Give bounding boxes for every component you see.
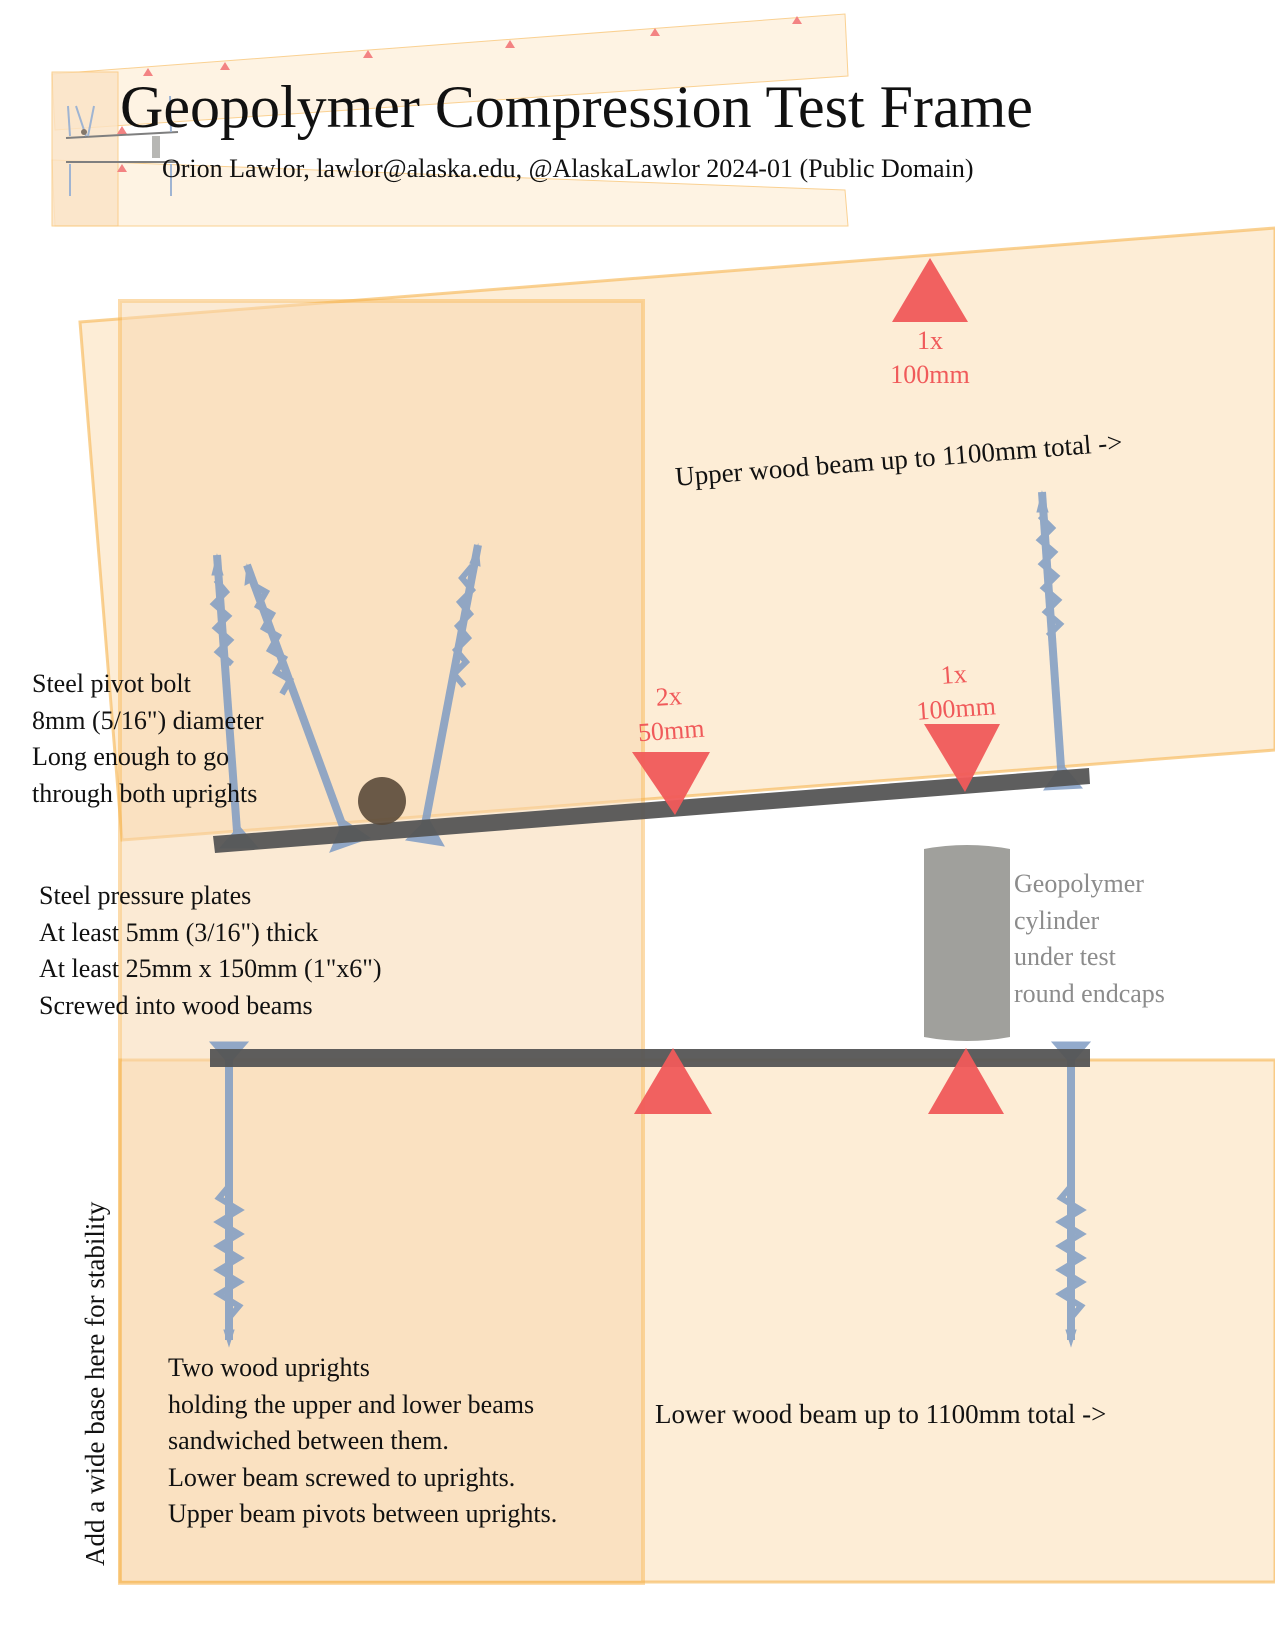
note-line: sandwiched between them. [168,1426,449,1455]
load-count: 1x [917,326,943,355]
note-line: holding the upper and lower beams [168,1389,535,1419]
load-arrow-down-icon [924,724,1000,792]
upper-steel-plate [213,768,1090,853]
note-line: through both uprights [32,778,258,808]
page-title: Geopolymer Compression Test Frame [120,74,1033,140]
load-distance: 50mm [636,713,706,748]
note-line: cylinder [1014,905,1100,935]
load-label-right: 1x 100mm [903,655,1007,730]
load-arrows [632,258,1004,1114]
pressure-plates-note: Steel pressure plates At least 5mm (3/16… [39,878,382,1024]
note-line: Two wood uprights [168,1353,370,1382]
page-subtitle: Orion Lawlor, lawlor@alaska.edu, @Alaska… [162,154,974,183]
pivot-bolt-note: Steel pivot bolt 8mm (5/16") diameter Lo… [32,666,264,812]
load-arrow-up-icon [634,1048,712,1114]
note-line: At least 5mm (3/16") thick [39,917,319,947]
uprights-note: Two wood uprights holding the upper and … [168,1350,557,1533]
lower-beam-label: Lower wood beam up to 1100mm total -> [655,1399,1107,1429]
load-distance: 100mm [915,691,997,726]
note-line: under test [1014,942,1116,971]
load-label-middle: 2x 50mm [618,677,722,752]
note-line: 8mm (5/16") diameter [32,705,264,735]
load-arrow-down-icon [632,752,710,815]
wood-upright [118,299,645,1585]
note-line: Steel pivot bolt [32,669,191,698]
thumbnail-preview [51,13,849,227]
note-line: Screwed into wood beams [39,990,313,1020]
load-arrow-up-icon [928,1048,1004,1114]
base-stability-note: Add a wide base here for stability [80,1201,110,1566]
cylinder-label: Geopolymer cylinder under test round end… [1014,866,1165,1012]
lower-steel-plate [210,1049,1090,1067]
note-line: Long enough to go [32,742,230,771]
geopolymer-cylinder [924,845,1010,1041]
note-line: Lower beam screwed to uprights. [168,1462,516,1492]
load-distance: 100mm [890,360,970,389]
note-line: round endcaps [1014,978,1165,1008]
note-line: Geopolymer [1014,869,1144,898]
load-label-top: 1x 100mm [880,324,980,392]
note-line: Upper beam pivots between uprights. [168,1499,558,1528]
note-line: At least 25mm x 150mm (1"x6") [39,954,382,983]
note-line: Steel pressure plates [39,881,252,910]
pivot-bolt [358,777,406,825]
load-arrow-up-icon [892,258,968,322]
